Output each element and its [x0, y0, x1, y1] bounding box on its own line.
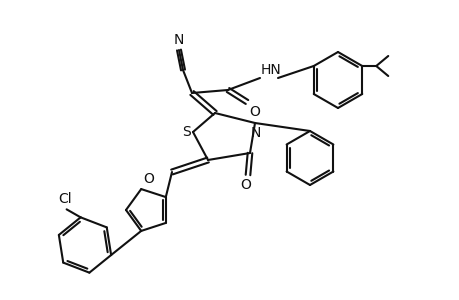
- Text: O: O: [248, 105, 259, 119]
- Text: Cl: Cl: [58, 192, 71, 206]
- Text: HN: HN: [260, 63, 281, 77]
- Text: N: N: [174, 33, 184, 47]
- Text: O: O: [240, 178, 251, 192]
- Text: S: S: [182, 125, 190, 139]
- Text: O: O: [143, 172, 154, 186]
- Text: N: N: [250, 126, 261, 140]
